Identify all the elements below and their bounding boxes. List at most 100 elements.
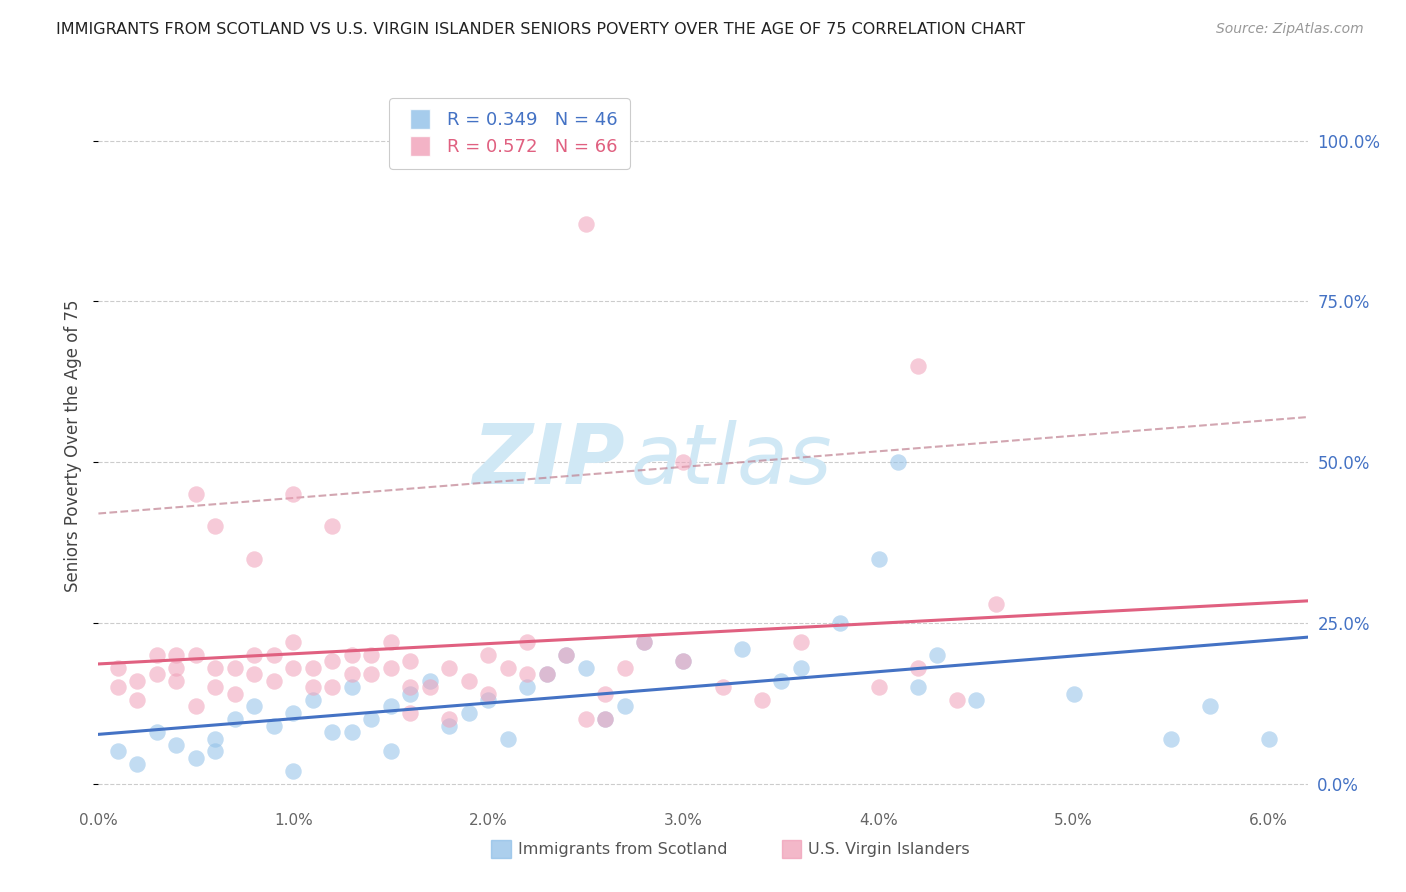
Point [380,635,402,649]
Point [633,635,655,649]
Point [107,744,129,758]
Point [399,680,422,694]
Point [165,673,187,688]
Point [263,673,285,688]
Point [243,648,266,662]
Point [672,654,695,668]
Point [321,680,343,694]
Point [146,667,169,681]
Point [321,519,343,533]
Point [614,661,637,675]
Point [360,667,382,681]
Point [146,725,169,739]
Point [711,680,734,694]
Point [419,673,441,688]
Point [945,693,967,707]
Point [419,680,441,694]
Point [458,673,481,688]
Point [283,487,305,501]
Point [127,757,149,772]
Point [380,661,402,675]
Point [477,693,499,707]
Point [399,706,422,720]
Point [399,654,422,668]
Text: IMMIGRANTS FROM SCOTLAND VS U.S. VIRGIN ISLANDER SENIORS POVERTY OVER THE AGE OF: IMMIGRANTS FROM SCOTLAND VS U.S. VIRGIN … [56,22,1025,37]
Point [380,699,402,714]
Point [380,744,402,758]
Point [769,673,792,688]
Point [204,661,226,675]
Point [887,455,910,469]
Point [439,719,461,733]
Point [614,699,637,714]
Point [633,635,655,649]
Point [184,487,207,501]
Point [283,764,305,778]
Point [107,661,129,675]
Point [458,706,481,720]
Point [575,661,598,675]
Text: ZIP: ZIP [472,420,624,500]
Point [965,693,987,707]
Point [672,455,695,469]
Point [302,693,325,707]
Point [184,648,207,662]
Text: Immigrants from Scotland: Immigrants from Scotland [517,842,727,856]
Point [595,712,617,726]
Point [184,699,207,714]
Bar [492,840,510,858]
Point [243,551,266,566]
Point [907,680,929,694]
Text: Source: ZipAtlas.com: Source: ZipAtlas.com [1216,22,1364,37]
Point [107,680,129,694]
Point [302,680,325,694]
Point [204,744,226,758]
Point [204,519,226,533]
Point [1063,686,1085,700]
Point [536,667,558,681]
Y-axis label: Seniors Poverty Over the Age of 75: Seniors Poverty Over the Age of 75 [65,300,83,592]
Point [263,648,285,662]
Point [496,661,519,675]
Point [439,661,461,675]
Point [575,217,598,231]
Point [925,648,948,662]
Point [399,686,422,700]
Point [907,359,929,373]
Point [340,725,363,739]
Point [224,661,246,675]
Point [828,615,851,630]
Point [672,654,695,668]
Point [243,667,266,681]
Point [516,635,538,649]
Point [439,712,461,726]
Point [907,661,929,675]
Point [516,667,538,681]
Point [321,725,343,739]
Point [165,648,187,662]
Point [555,648,578,662]
Point [204,680,226,694]
Bar [782,840,801,858]
Point [477,648,499,662]
Point [360,648,382,662]
Point [1257,731,1279,746]
Point [789,661,811,675]
Point [868,551,890,566]
Legend: R = 0.349   N = 46, R = 0.572   N = 66: R = 0.349 N = 46, R = 0.572 N = 66 [389,98,630,169]
Point [283,661,305,675]
Point [340,667,363,681]
Point [184,751,207,765]
Point [165,738,187,752]
Point [575,712,598,726]
Point [984,597,1007,611]
Point [595,712,617,726]
Point [477,686,499,700]
Point [283,706,305,720]
Point [302,661,325,675]
Point [1160,731,1182,746]
Point [204,731,226,746]
Point [127,673,149,688]
Point [496,731,519,746]
Point [360,712,382,726]
